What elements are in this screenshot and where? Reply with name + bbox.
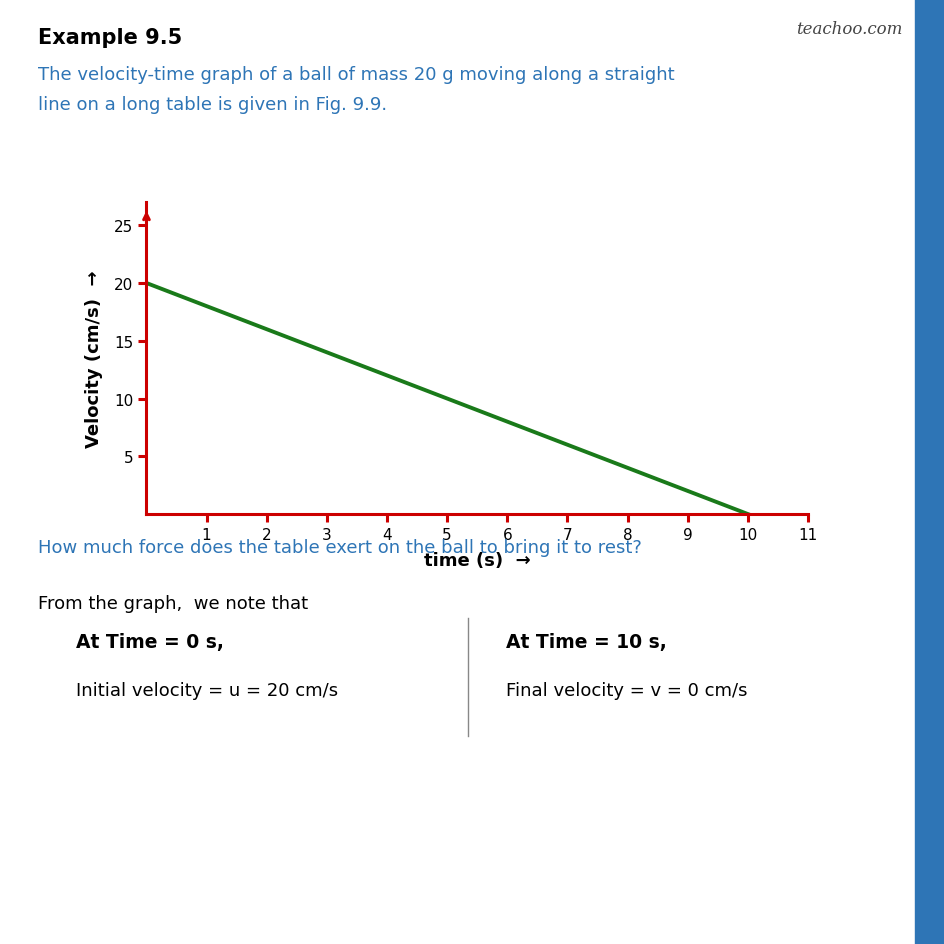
Text: How much force does the table exert on the ball to bring it to rest?: How much force does the table exert on t… <box>38 538 641 556</box>
Text: Final velocity = v = 0 cm/s: Final velocity = v = 0 cm/s <box>505 682 747 700</box>
Text: At Time = 0 s,: At Time = 0 s, <box>76 632 223 651</box>
Text: From the graph,  we note that: From the graph, we note that <box>38 595 308 613</box>
Text: At Time = 10 s,: At Time = 10 s, <box>505 632 666 651</box>
Text: The velocity-time graph of a ball of mass 20 g moving along a straight: The velocity-time graph of a ball of mas… <box>38 66 674 84</box>
Text: Initial velocity = u = 20 cm/s: Initial velocity = u = 20 cm/s <box>76 682 337 700</box>
Text: Example 9.5: Example 9.5 <box>38 28 182 48</box>
X-axis label: time (s)  →: time (s) → <box>424 551 530 569</box>
Y-axis label: Velocity (cm/s)  →: Velocity (cm/s) → <box>85 270 103 447</box>
Text: line on a long table is given in Fig. 9.9.: line on a long table is given in Fig. 9.… <box>38 96 386 114</box>
Text: teachoo.com: teachoo.com <box>795 21 902 38</box>
